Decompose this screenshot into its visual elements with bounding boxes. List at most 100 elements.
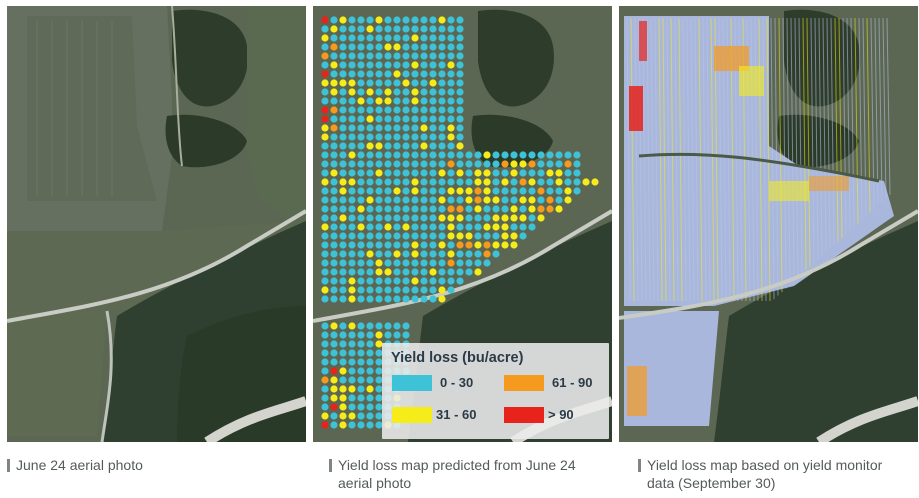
yield-loss-point — [384, 70, 392, 78]
yield-loss-point — [366, 412, 374, 420]
yield-loss-point — [483, 187, 491, 195]
yield-loss-point — [330, 205, 338, 213]
aerial-photo — [7, 6, 306, 442]
harvest-swath — [854, 17, 859, 224]
yield-loss-point — [375, 331, 383, 339]
yield-loss-point — [456, 232, 464, 240]
yield-loss-point — [402, 133, 410, 141]
yield-loss-point — [330, 187, 338, 195]
yield-loss-point — [357, 250, 365, 258]
yield-loss-point — [447, 97, 455, 105]
yield-loss-point — [366, 205, 374, 213]
yield-loss-point — [429, 196, 437, 204]
yield-loss-point — [429, 295, 437, 303]
yield-loss-point — [456, 97, 464, 105]
yield-loss-point — [501, 196, 509, 204]
yield-loss-point — [519, 214, 527, 222]
yield-loss-point — [330, 241, 338, 249]
yield-loss-point — [438, 277, 446, 285]
yield-loss-point — [474, 187, 482, 195]
yield-loss-point — [402, 286, 410, 294]
yield-loss-point — [384, 151, 392, 159]
yield-loss-point — [375, 133, 383, 141]
yield-loss-point — [321, 178, 329, 186]
yield-loss-point — [411, 79, 419, 87]
yield-loss-point — [573, 169, 581, 177]
yield-loss-point — [375, 142, 383, 150]
yield-loss-point — [501, 178, 509, 186]
yield-loss-point — [348, 160, 356, 168]
yield-loss-point — [537, 187, 545, 195]
yield-loss-point — [402, 331, 410, 339]
yield-loss-point — [447, 25, 455, 33]
yield-loss-point — [420, 268, 428, 276]
yield-loss-point — [456, 160, 464, 168]
yield-loss-point — [393, 142, 401, 150]
yield-loss-point — [411, 25, 419, 33]
yield-loss-point — [420, 241, 428, 249]
yield-loss-point — [366, 106, 374, 114]
yield-loss-point — [375, 70, 383, 78]
yield-loss-point — [375, 88, 383, 96]
yield-loss-point — [357, 124, 365, 132]
yield-loss-point — [429, 34, 437, 42]
yield-loss-point — [384, 196, 392, 204]
yield-loss-point — [402, 295, 410, 303]
yield-loss-point — [447, 43, 455, 51]
yield-loss-point — [402, 241, 410, 249]
yield-loss-point — [366, 214, 374, 222]
yield-loss-point — [339, 232, 347, 240]
yield-loss-point — [393, 115, 401, 123]
yield-loss-point — [339, 277, 347, 285]
yield-loss-point — [492, 250, 500, 258]
yield-loss-point — [330, 79, 338, 87]
yield-loss-point — [384, 259, 392, 267]
yield-loss-point — [456, 178, 464, 186]
yield-loss-point — [528, 151, 536, 159]
yield-loss-point — [321, 25, 329, 33]
yield-loss-point — [528, 205, 536, 213]
yield-loss-point — [366, 385, 374, 393]
yield-loss-point — [330, 115, 338, 123]
yield-loss-point — [357, 385, 365, 393]
yield-loss-point — [411, 43, 419, 51]
yield-loss-point — [492, 169, 500, 177]
yield-loss-point — [411, 277, 419, 285]
yield-loss-point — [366, 223, 374, 231]
yield-loss-point — [330, 61, 338, 69]
yield-loss-point — [438, 97, 446, 105]
yield-loss-point — [429, 70, 437, 78]
harvest-swath — [678, 17, 683, 302]
harvest-swath — [634, 17, 639, 302]
yield-loss-point — [339, 421, 347, 429]
yield-loss-point — [438, 133, 446, 141]
yield-loss-point — [420, 205, 428, 213]
yield-loss-point — [546, 178, 554, 186]
yield-loss-point — [510, 169, 518, 177]
caption-text: Yield loss map predicted from June 24 ae… — [338, 457, 576, 491]
yield-loss-point — [393, 223, 401, 231]
yield-loss-point — [375, 277, 383, 285]
yield-loss-point — [339, 16, 347, 24]
yield-loss-point — [357, 115, 365, 123]
yield-loss-point — [375, 322, 383, 330]
yield-loss-point — [456, 151, 464, 159]
yield-loss-point — [375, 205, 383, 213]
yield-loss-point — [528, 169, 536, 177]
yield-loss-point — [375, 214, 383, 222]
harvest-swath — [786, 17, 791, 285]
yield-loss-point — [330, 133, 338, 141]
yield-loss-point — [456, 241, 464, 249]
harvest-swath — [822, 17, 827, 253]
yield-loss-point — [375, 178, 383, 186]
yield-loss-point — [393, 34, 401, 42]
yield-loss-point — [384, 61, 392, 69]
yield-loss-point — [420, 52, 428, 60]
yield-loss-point — [420, 16, 428, 24]
yield-loss-point — [393, 124, 401, 132]
yield-loss-point — [348, 133, 356, 141]
yield-loss-point — [357, 43, 365, 51]
yield-loss-point — [483, 250, 491, 258]
yield-loss-point — [339, 142, 347, 150]
yield-loss-point — [402, 178, 410, 186]
